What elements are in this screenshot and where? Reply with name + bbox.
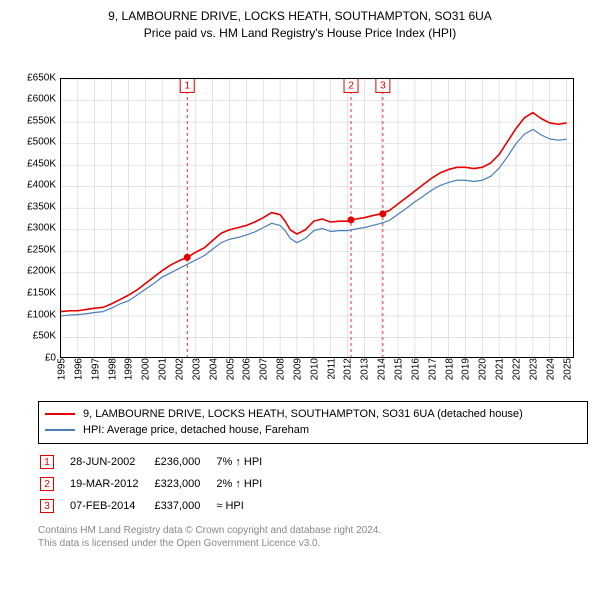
- x-tick-label: 2009: [288, 358, 303, 380]
- legend-row: HPI: Average price, detached house, Fare…: [45, 422, 581, 439]
- x-tick-label: 2025: [558, 358, 573, 380]
- table-row: 2 19-MAR-2012£323,0002% ↑ HPI: [40, 474, 276, 494]
- legend: 9, LAMBOURNE DRIVE, LOCKS HEATH, SOUTHAM…: [38, 401, 588, 444]
- x-tick-label: 2018: [440, 358, 455, 380]
- x-tick-label: 2016: [406, 358, 421, 380]
- sales-table: 1 28-JUN-2002£236,0007% ↑ HPI 2 19-MAR-2012…: [38, 450, 278, 518]
- attribution: Contains HM Land Registry data © Crown c…: [38, 524, 588, 550]
- x-tick-label: 1999: [120, 358, 135, 380]
- x-tick-label: 2013: [356, 358, 371, 380]
- sale-price: £323,000: [154, 474, 214, 494]
- x-tick-label: 2004: [204, 358, 219, 380]
- sale-price: £236,000: [154, 452, 214, 472]
- sale-date: 07-FEB-2014: [70, 496, 152, 516]
- sale-marker-dot: [348, 216, 355, 223]
- x-tick-label: 2015: [390, 358, 405, 380]
- x-tick-label: 2003: [187, 358, 202, 380]
- title-block: 9, LAMBOURNE DRIVE, LOCKS HEATH, SOUTHAM…: [8, 8, 592, 42]
- x-tick-label: 2002: [170, 358, 185, 380]
- y-tick-label: £350K: [27, 201, 60, 212]
- y-tick-label: £300K: [27, 223, 60, 234]
- y-tick-label: £150K: [27, 287, 60, 298]
- table-row: 3 07-FEB-2014£337,000≈ HPI: [40, 496, 276, 516]
- x-tick-label: 1998: [103, 358, 118, 380]
- y-tick-label: £550K: [27, 115, 60, 126]
- x-tick-label: 2024: [541, 358, 556, 380]
- x-tick-label: 2022: [508, 358, 523, 380]
- svg-text:3: 3: [380, 80, 386, 91]
- title-address: 9, LAMBOURNE DRIVE, LOCKS HEATH, SOUTHAM…: [8, 8, 592, 25]
- attribution-line: This data is licensed under the Open Gov…: [38, 537, 588, 550]
- y-tick-label: £50K: [33, 331, 60, 342]
- x-tick-label: 2017: [423, 358, 438, 380]
- x-tick-label: 2007: [255, 358, 270, 380]
- y-tick-label: £650K: [27, 72, 60, 83]
- legend-label: 9, LAMBOURNE DRIVE, LOCKS HEATH, SOUTHAM…: [83, 406, 523, 423]
- x-tick-label: 2020: [474, 358, 489, 380]
- sale-delta: 2% ↑ HPI: [216, 474, 276, 494]
- svg-text:2: 2: [348, 80, 354, 91]
- x-tick-label: 2021: [491, 358, 506, 380]
- y-tick-label: £500K: [27, 137, 60, 148]
- sale-delta: 7% ↑ HPI: [216, 452, 276, 472]
- price-chart: 123£0£50K£100K£150K£200K£250K£300K£350K£…: [20, 48, 580, 393]
- x-tick-label: 2000: [137, 358, 152, 380]
- sale-marker-dot: [184, 253, 191, 260]
- x-tick-label: 2014: [373, 358, 388, 380]
- x-tick-label: 2008: [272, 358, 287, 380]
- y-tick-label: £100K: [27, 309, 60, 320]
- y-tick-label: £400K: [27, 180, 60, 191]
- x-tick-label: 2001: [154, 358, 169, 380]
- x-tick-label: 2005: [221, 358, 236, 380]
- legend-swatch: [45, 429, 75, 431]
- sale-delta: ≈ HPI: [216, 496, 276, 516]
- x-tick-label: 2010: [305, 358, 320, 380]
- x-tick-label: 2023: [524, 358, 539, 380]
- sale-marker-badge: 2: [40, 477, 54, 491]
- legend-row: 9, LAMBOURNE DRIVE, LOCKS HEATH, SOUTHAM…: [45, 406, 581, 423]
- y-tick-label: £250K: [27, 244, 60, 255]
- x-tick-label: 2012: [339, 358, 354, 380]
- x-tick-label: 2006: [238, 358, 253, 380]
- y-tick-label: £600K: [27, 94, 60, 105]
- attribution-line: Contains HM Land Registry data © Crown c…: [38, 524, 588, 537]
- sale-marker-dot: [379, 210, 386, 217]
- x-tick-label: 1997: [86, 358, 101, 380]
- table-row: 1 28-JUN-2002£236,0007% ↑ HPI: [40, 452, 276, 472]
- title-subtitle: Price paid vs. HM Land Registry's House …: [8, 25, 592, 42]
- y-tick-label: £450K: [27, 158, 60, 169]
- sale-price: £337,000: [154, 496, 214, 516]
- x-tick-label: 1996: [69, 358, 84, 380]
- plot-area: 123£0£50K£100K£150K£200K£250K£300K£350K£…: [60, 78, 574, 358]
- sale-marker-badge: 3: [40, 499, 54, 513]
- y-tick-label: £200K: [27, 266, 60, 277]
- sale-date: 19-MAR-2012: [70, 474, 152, 494]
- svg-text:1: 1: [184, 80, 190, 91]
- legend-swatch: [45, 413, 75, 415]
- x-tick-label: 2019: [457, 358, 472, 380]
- legend-label: HPI: Average price, detached house, Fare…: [83, 422, 309, 439]
- x-tick-label: 2011: [322, 358, 337, 380]
- sale-marker-badge: 1: [40, 455, 54, 469]
- sale-date: 28-JUN-2002: [70, 452, 152, 472]
- x-tick-label: 1995: [53, 358, 68, 380]
